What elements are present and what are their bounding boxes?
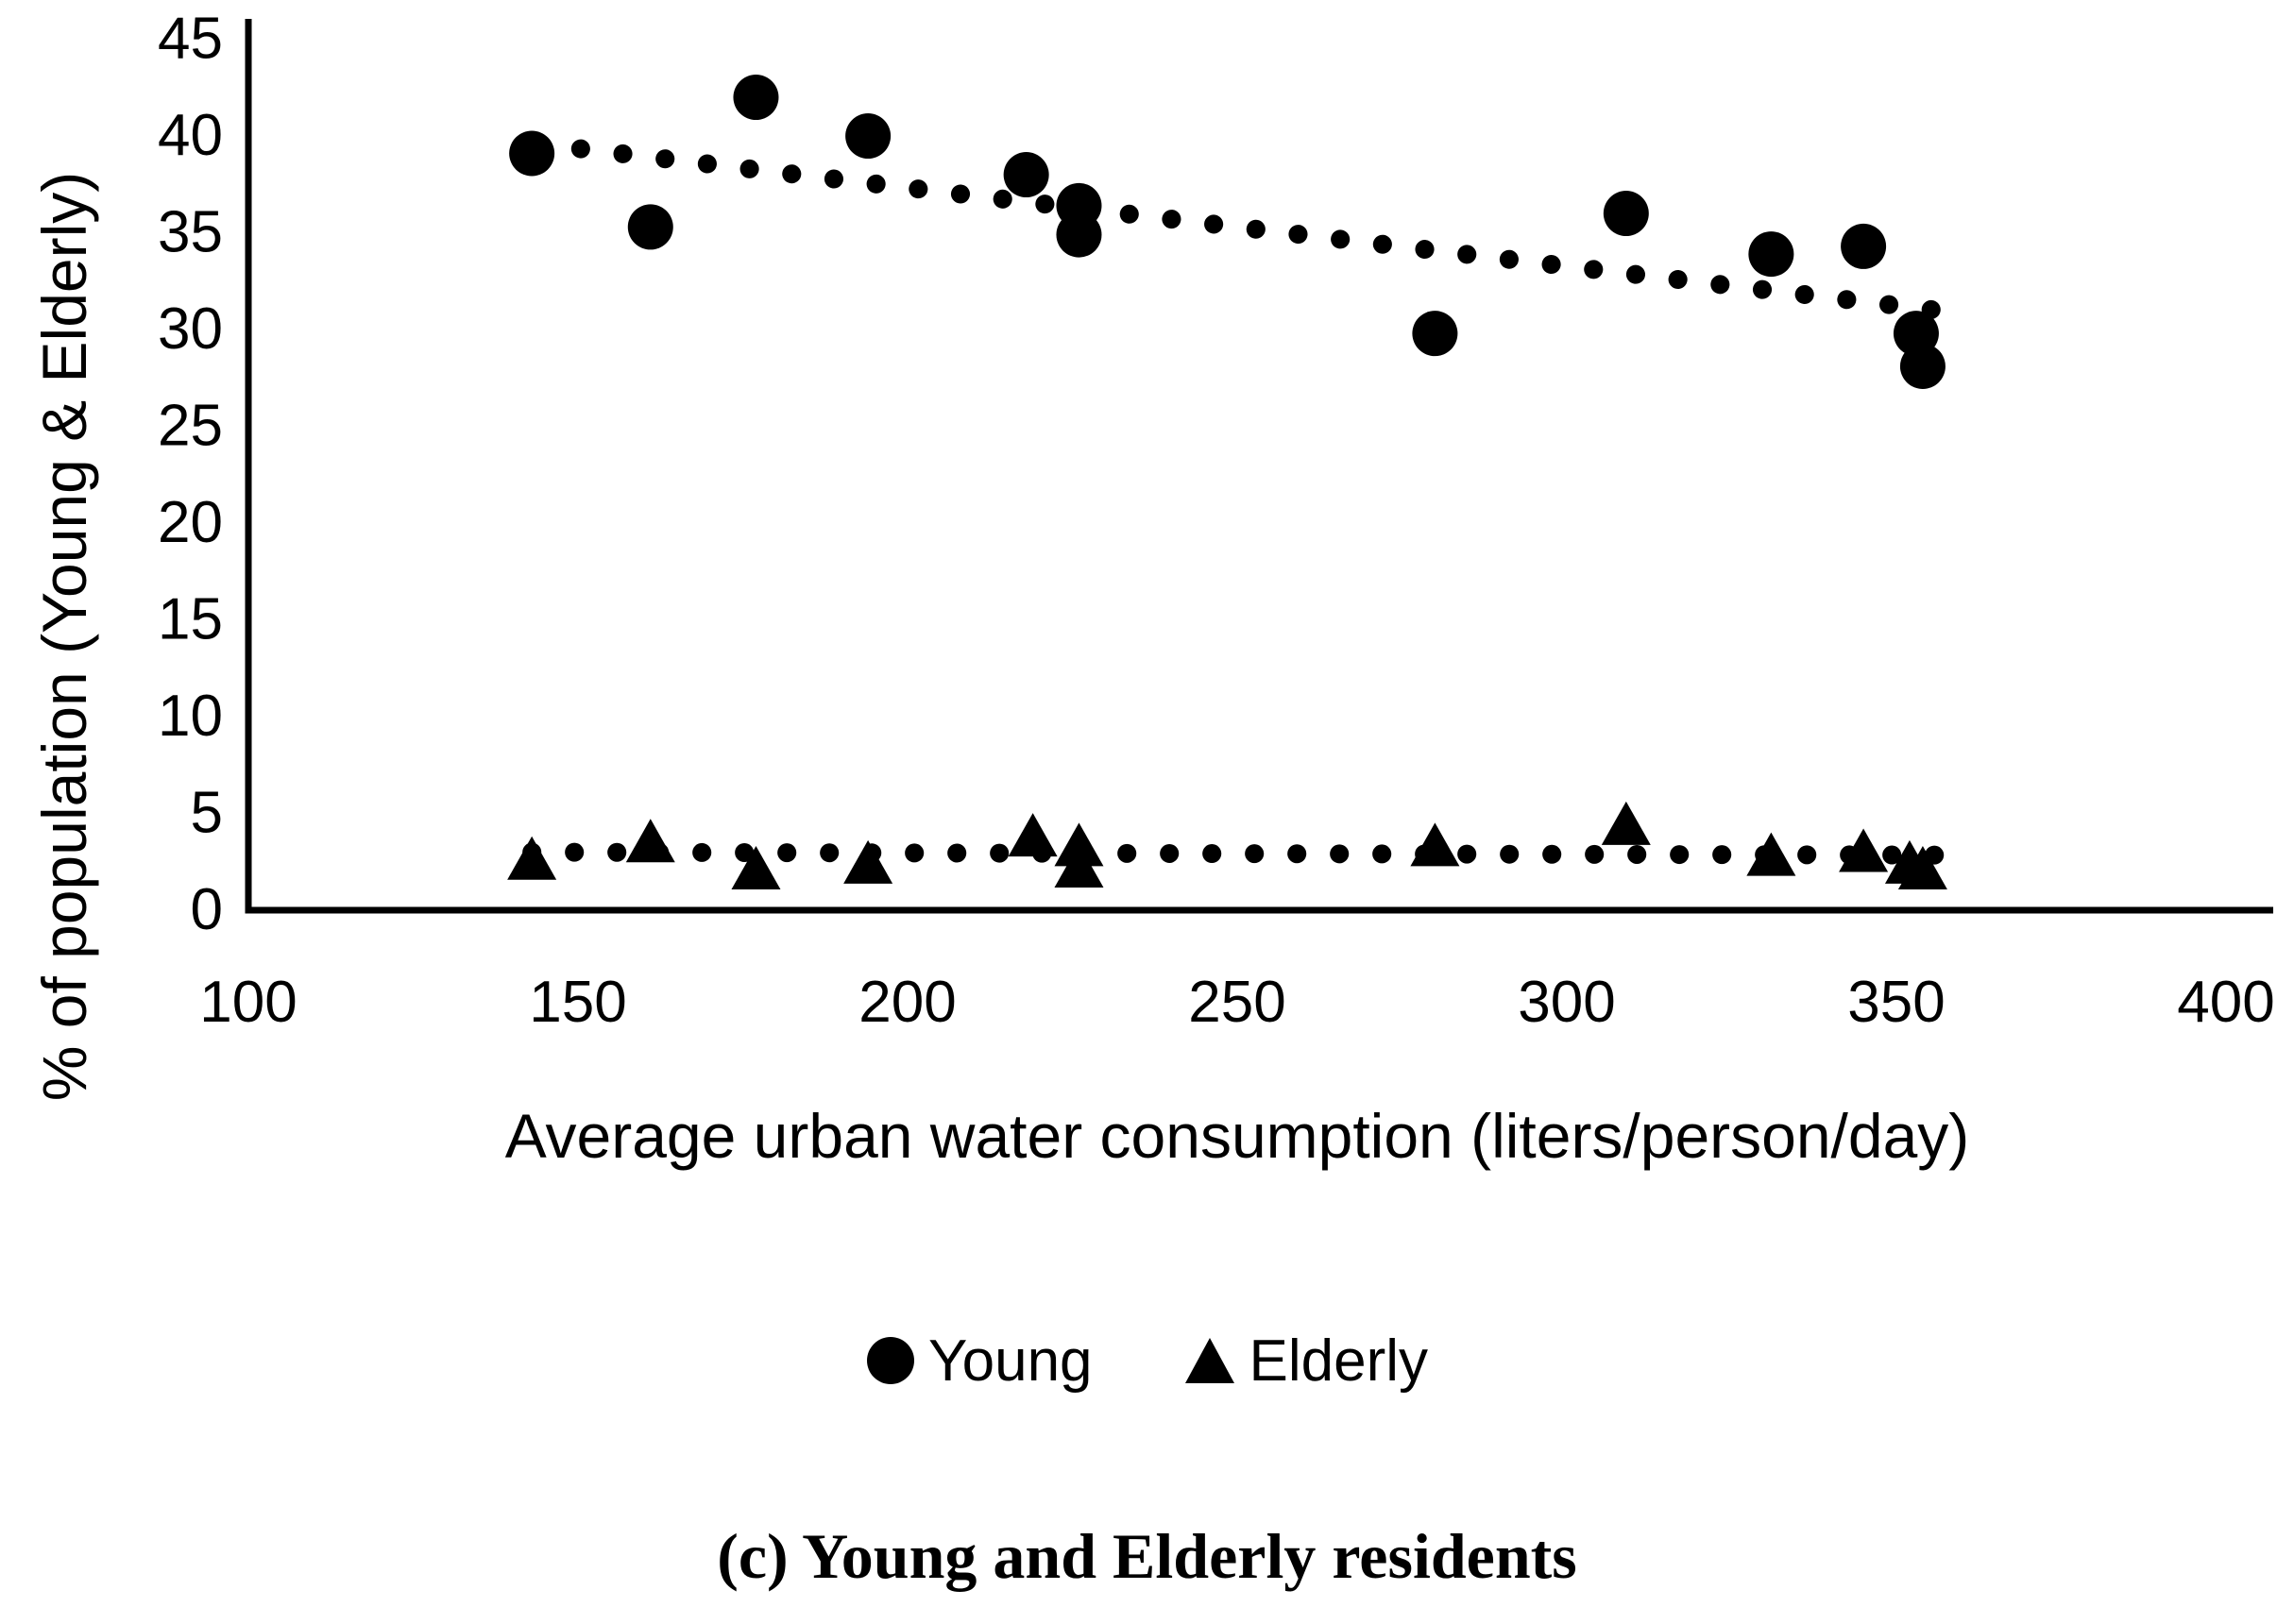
x-tick-label: 300 <box>1518 970 1615 1035</box>
x-tick-label: 150 <box>529 970 626 1035</box>
young-data-point <box>1841 223 1887 269</box>
elderly-data-point <box>1897 846 1947 889</box>
y-tick-label: 30 <box>158 296 223 362</box>
elderly-trendline <box>522 842 1946 865</box>
elderly-data-point <box>625 819 675 863</box>
legend-item-elderly: Elderly <box>1183 1328 1429 1395</box>
legend-item-young: Young <box>866 1328 1093 1395</box>
young-trendline <box>529 134 1946 320</box>
y-tick-labels: 0 5 10 15 20 25 30 35 40 45 <box>158 7 223 943</box>
x-tick-label: 100 <box>199 970 297 1035</box>
y-tick-label: 25 <box>158 394 223 459</box>
elderly-series <box>507 801 1947 889</box>
young-circle-icon <box>866 1337 914 1384</box>
young-data-point <box>509 130 555 177</box>
scatter-plot: 0 5 10 15 20 25 30 35 40 45 100 150 200 250 300 350 400 <box>158 7 2275 1036</box>
x-axis-title: Average urban water consumption (liters/… <box>504 1101 1970 1171</box>
x-tick-labels: 100 150 200 250 300 350 400 <box>199 970 2274 1035</box>
elderly-data-point <box>1839 828 1889 872</box>
young-data-point <box>1748 231 1794 278</box>
elderly-triangle-icon <box>1184 1338 1234 1383</box>
young-data-point <box>733 75 779 121</box>
young-data-point <box>1603 191 1649 237</box>
elderly-data-point <box>1746 832 1796 876</box>
young-data-point <box>1412 311 1458 357</box>
y-tick-label: 20 <box>158 490 223 555</box>
young-data-point <box>1003 152 1049 198</box>
young-series <box>509 75 1946 389</box>
x-tick-label: 250 <box>1188 970 1285 1035</box>
elderly-data-point <box>731 846 781 889</box>
figure-caption: (c) Young and Elderly residents <box>717 1520 1577 1592</box>
elderly-data-point <box>1601 801 1651 845</box>
x-tick-label: 350 <box>1847 970 1945 1035</box>
y-tick-label: 5 <box>191 781 223 846</box>
y-tick-label: 45 <box>158 7 223 72</box>
young-data-point <box>1056 211 1102 258</box>
y-tick-label: 35 <box>158 200 223 265</box>
elderly-data-point <box>1008 813 1058 857</box>
young-data-point <box>845 113 892 160</box>
y-axis-title: % of population (Young & Elderly) <box>29 171 99 1102</box>
legend: Young Elderly <box>0 1320 2294 1401</box>
young-data-point <box>1899 344 1946 389</box>
elderly-data-point <box>1054 843 1104 888</box>
y-tick-label: 15 <box>158 587 223 652</box>
elderly-data-point <box>1410 822 1460 867</box>
x-tick-label: 400 <box>2177 970 2274 1035</box>
legend-label-elderly: Elderly <box>1249 1328 1429 1394</box>
elderly-data-point <box>843 839 893 884</box>
y-tick-label: 40 <box>158 103 223 168</box>
elderly-data-point <box>507 836 557 880</box>
y-tick-label: 0 <box>191 877 223 942</box>
y-tick-label: 10 <box>158 684 223 749</box>
young-data-point <box>627 204 673 250</box>
x-tick-label: 200 <box>858 970 956 1035</box>
legend-label-young: Young <box>927 1328 1093 1394</box>
axes <box>245 19 2273 914</box>
